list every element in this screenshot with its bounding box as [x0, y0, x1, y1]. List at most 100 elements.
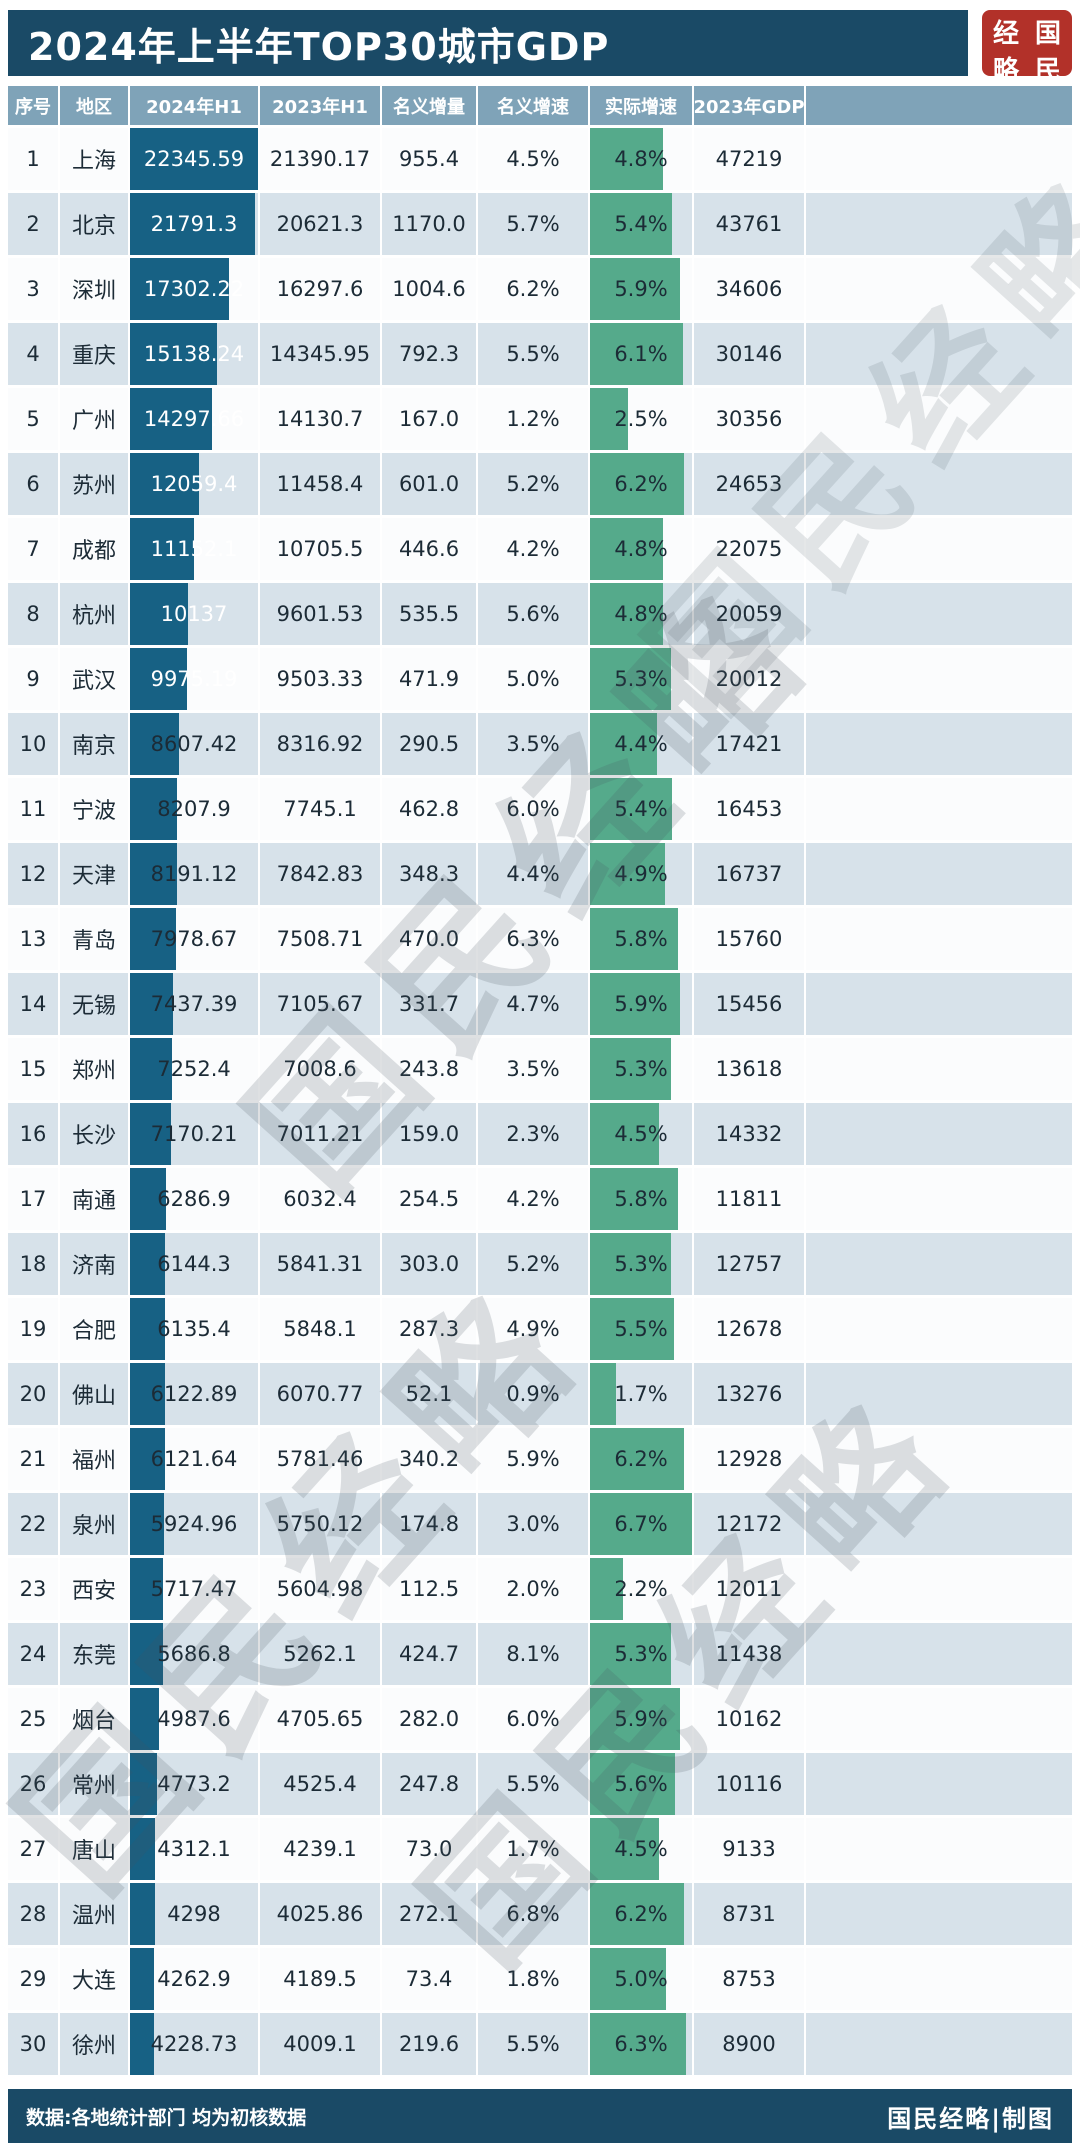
- cell-value: 4.9%: [614, 862, 668, 886]
- nominal-growth-cell: 3.5%: [478, 1038, 590, 1100]
- rank-cell: 10: [8, 713, 60, 775]
- real-growth-bar: [590, 1168, 679, 1230]
- city-cell: 重庆: [60, 323, 130, 385]
- cell-value: 7170.21: [150, 1122, 238, 1146]
- city-cell: 烟台: [60, 1688, 130, 1750]
- nominal-increment-cell: 287.3: [382, 1298, 478, 1360]
- nominal-growth-cell: 5.5%: [478, 2013, 590, 2075]
- city-cell: 大连: [60, 1948, 130, 2010]
- gdp-2024h1-cell: 8607.42: [130, 713, 260, 775]
- row-filler: [806, 1168, 1072, 1230]
- city-cell: 郑州: [60, 1038, 130, 1100]
- city-cell: 广州: [60, 388, 130, 450]
- cell-value: 4262.9: [157, 1967, 231, 1991]
- row-filler: [806, 583, 1072, 645]
- rank-cell: 6: [8, 453, 60, 515]
- gdp-2023-cell: 12011: [694, 1558, 806, 1620]
- gdp-2023h1-cell: 5262.1: [260, 1623, 382, 1685]
- cell-value: 5.3%: [614, 1057, 668, 1081]
- nominal-growth-cell: 8.1%: [478, 1623, 590, 1685]
- cell-value: 5.3%: [614, 1252, 668, 1276]
- cell-value: 2.2%: [614, 1577, 668, 1601]
- cell-value: 4312.1: [157, 1837, 231, 1861]
- rank-cell: 21: [8, 1428, 60, 1490]
- real-growth-cell: 4.5%: [590, 1103, 694, 1165]
- cell-value: 5.9%: [614, 992, 668, 1016]
- nominal-growth-cell: 0.9%: [478, 1363, 590, 1425]
- gdp-2023h1-cell: 11458.4: [260, 453, 382, 515]
- real-growth-cell: 2.5%: [590, 388, 694, 450]
- table-row: 29 大连 4262.9 4189.5 73.4 1.8% 5.0% 8753: [8, 1948, 1072, 2013]
- row-filler: [806, 1428, 1072, 1490]
- nominal-increment-cell: 424.7: [382, 1623, 478, 1685]
- real-growth-bar: [590, 1948, 667, 2010]
- gdp-2024h1-cell: 7170.21: [130, 1103, 260, 1165]
- nominal-growth-cell: 5.7%: [478, 193, 590, 255]
- gdp-2023h1-cell: 4705.65: [260, 1688, 382, 1750]
- column-header: 2023年GDP: [694, 86, 806, 125]
- real-growth-bar: [590, 1688, 680, 1750]
- real-growth-bar: [590, 1753, 676, 1815]
- table-row: 28 温州 4298 4025.86 272.1 6.8% 6.2% 8731: [8, 1883, 1072, 1948]
- real-growth-bar: [590, 193, 673, 255]
- nominal-increment-cell: 470.0: [382, 908, 478, 970]
- real-growth-bar: [590, 908, 679, 970]
- nominal-growth-cell: 6.3%: [478, 908, 590, 970]
- real-growth-cell: 6.2%: [590, 1428, 694, 1490]
- cell-value: 10137: [160, 602, 228, 626]
- cell-value: 12059.4: [150, 472, 238, 496]
- cell-value: 4228.73: [150, 2032, 238, 2056]
- rank-cell: 4: [8, 323, 60, 385]
- city-cell: 唐山: [60, 1818, 130, 1880]
- table-row: 25 烟台 4987.6 4705.65 282.0 6.0% 5.9% 10162: [8, 1688, 1072, 1753]
- real-growth-cell: 5.8%: [590, 1168, 694, 1230]
- row-filler: [806, 1688, 1072, 1750]
- real-growth-cell: 6.2%: [590, 453, 694, 515]
- gdp-2024-bar: [130, 1428, 166, 1490]
- row-filler: [806, 453, 1072, 515]
- real-growth-cell: 4.9%: [590, 843, 694, 905]
- table-row: 26 常州 4773.2 4525.4 247.8 5.5% 5.6% 10116: [8, 1753, 1072, 1818]
- gdp-2024-bar: [130, 973, 173, 1035]
- gdp-2023h1-cell: 5781.46: [260, 1428, 382, 1490]
- real-growth-bar: [590, 778, 673, 840]
- gdp-2023-cell: 24653: [694, 453, 806, 515]
- row-filler: [806, 778, 1072, 840]
- real-growth-bar: [590, 713, 657, 775]
- nominal-growth-cell: 4.4%: [478, 843, 590, 905]
- gdp-2023h1-cell: 5841.31: [260, 1233, 382, 1295]
- real-growth-cell: 5.6%: [590, 1753, 694, 1815]
- real-growth-bar: [590, 973, 680, 1035]
- gdp-2024-bar: [130, 1753, 158, 1815]
- gdp-2024h1-cell: 22345.59: [130, 128, 260, 190]
- real-growth-bar: [590, 2013, 686, 2075]
- stamp-char: 民: [1034, 56, 1061, 86]
- gdp-2024-bar: [130, 713, 180, 775]
- table-row: 21 福州 6121.64 5781.46 340.2 5.9% 6.2% 12928: [8, 1428, 1072, 1493]
- cell-value: 4.4%: [614, 732, 668, 756]
- cell-value: 6.1%: [614, 342, 668, 366]
- city-cell: 天津: [60, 843, 130, 905]
- gdp-2024h1-cell: 4773.2: [130, 1753, 260, 1815]
- gdp-2023h1-cell: 6070.77: [260, 1363, 382, 1425]
- nominal-growth-cell: 1.2%: [478, 388, 590, 450]
- cell-value: 7252.4: [157, 1057, 231, 1081]
- city-cell: 深圳: [60, 258, 130, 320]
- gdp-2024h1-cell: 8207.9: [130, 778, 260, 840]
- cell-value: 4.8%: [614, 602, 668, 626]
- nominal-growth-cell: 3.5%: [478, 713, 590, 775]
- gdp-2024-bar: [130, 453, 200, 515]
- real-growth-bar: [590, 1428, 685, 1490]
- gdp-2023-cell: 16453: [694, 778, 806, 840]
- gdp-2023h1-cell: 8316.92: [260, 713, 382, 775]
- real-growth-bar: [590, 1623, 671, 1685]
- real-growth-cell: 5.3%: [590, 1623, 694, 1685]
- cell-value: 4.8%: [614, 147, 668, 171]
- cell-value: 8191.12: [150, 862, 238, 886]
- gdp-2024h1-cell: 14297.66: [130, 388, 260, 450]
- rank-cell: 12: [8, 843, 60, 905]
- gdp-2024h1-cell: 6286.9: [130, 1168, 260, 1230]
- rank-cell: 1: [8, 128, 60, 190]
- rank-cell: 27: [8, 1818, 60, 1880]
